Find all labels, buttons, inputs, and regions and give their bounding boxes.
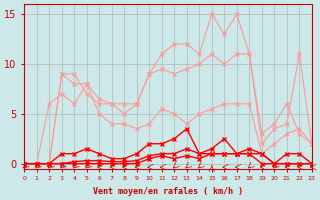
X-axis label: Vent moyen/en rafales ( km/h ): Vent moyen/en rafales ( km/h ) — [93, 187, 243, 196]
